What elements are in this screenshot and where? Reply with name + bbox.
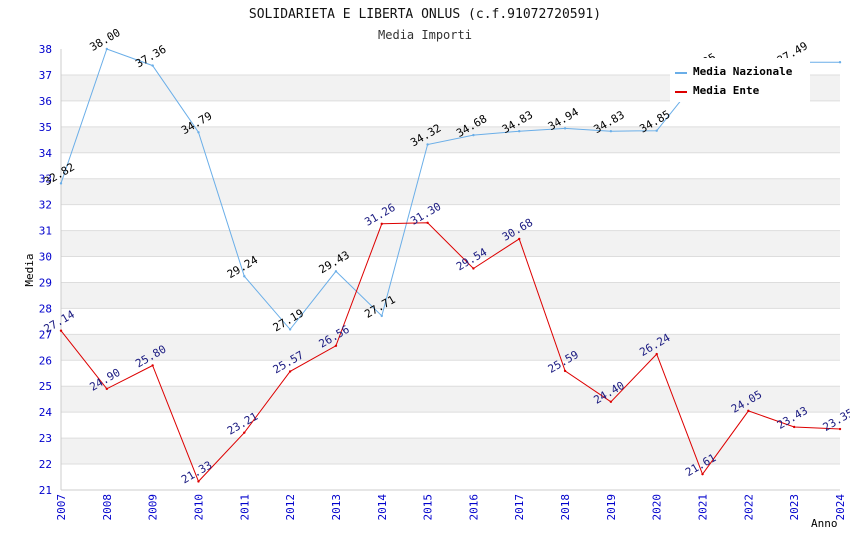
grid-band [61,464,840,490]
data-point [518,237,521,241]
x-tick-label: 2009 [147,494,160,521]
y-tick-labels: 21 22 23 24 25 26 27 28 29 30 31 32 33 34 35 36 37 38 [39,43,53,497]
data-point [609,130,613,133]
y-tick-label: 34 [39,147,53,160]
grid-band [61,334,840,361]
data-point [288,370,292,373]
legend: Media Nazionale Media Ente [670,58,810,102]
data-point [380,222,383,226]
y-tick-label: 38 [39,43,52,56]
data-point [59,329,63,332]
data-point [105,47,109,51]
x-tick-label: 2007 [55,494,68,521]
y-tick-label: 28 [39,302,52,315]
y-tick-label: 30 [39,251,52,264]
grid-band [61,204,840,231]
series-line-ente [60,222,841,483]
data-point [838,427,842,431]
grid-band [61,308,840,335]
x-tick-label: 2011 [238,494,251,521]
data-point [472,267,475,270]
data-point [518,130,521,133]
data-point [151,364,154,367]
y-tick-label: 33 [39,173,52,186]
y-tick-label: 27 [39,328,52,341]
data-point [243,431,246,434]
axes [60,49,840,491]
grid-band [61,412,840,439]
legend-box [670,58,810,102]
grid-band [61,100,840,127]
y-tick-label: 29 [39,276,52,289]
grid-band [61,360,840,387]
data-point [59,182,63,185]
y-tick-label: 35 [39,121,52,134]
x-tick-label: 2013 [330,494,343,521]
y-tick-label: 24 [39,406,53,419]
y-tick-label: 37 [39,69,52,82]
grid-band [61,152,840,179]
x-tick-label: 2012 [284,494,297,521]
data-point [380,314,383,318]
x-tick-label: 2015 [422,494,435,521]
grid-band [61,386,840,413]
x-tick-label: 2014 [376,494,389,521]
data-point [655,129,658,132]
data-point [426,221,429,225]
x-tick-label: 2010 [192,494,205,521]
legend-label-nazionale: Media Nazionale [693,65,793,78]
data-point [563,127,567,130]
data-point [334,270,338,273]
grid-band [61,178,840,205]
legend-label-ente: Media Ente [693,84,760,97]
y-tick-label: 23 [39,432,52,445]
data-point [655,352,658,356]
x-tick-label: 2018 [559,494,572,521]
data-point [426,143,429,146]
data-point [472,133,475,137]
y-tick-label: 32 [39,199,52,212]
data-point [288,328,292,331]
data-point [563,369,567,373]
data-point [792,425,796,429]
data-point [197,480,200,483]
x-tick-label: 2023 [788,494,801,521]
data-point [243,275,246,278]
x-tick-label: 2021 [697,494,710,521]
y-tick-label: 21 [39,484,52,497]
y-tick-label: 31 [39,225,52,238]
grid-band [61,256,840,283]
x-tick-label: 2016 [467,494,480,521]
x-tick-label: 2019 [605,494,618,521]
x-tick-label: 2008 [101,494,114,521]
data-point [334,344,338,347]
y-tick-label: 26 [39,354,52,367]
grid-band [61,282,840,309]
x-tick-label: 2024 [834,494,847,521]
x-tick-label: 2022 [742,494,755,521]
y-tick-label: 25 [39,380,52,393]
data-point [609,400,613,403]
x-tick-label: 2020 [651,494,664,521]
data-point [838,61,842,64]
x-tick-labels: 2007 2008 2009 2010 2011 2012 2013 2014 2015 2016… [55,494,847,521]
y-axis-label: Media [23,253,36,286]
y-tick-label: 36 [39,95,52,108]
grid-bands [61,49,840,491]
data-point [151,64,154,67]
x-axis-label: Anno [811,517,838,530]
data-point [105,387,109,391]
grid-band [61,230,840,257]
chart-title: SOLIDARIETA E LIBERTA ONLUS (c.f.9107272… [249,7,601,22]
data-point [701,472,704,476]
data-point [197,131,200,134]
y-tick-label: 22 [39,458,52,471]
chart-subtitle: Media Importi [378,28,472,42]
x-tick-label: 2017 [513,494,526,521]
grid-band [61,438,840,465]
data-point [747,409,750,413]
